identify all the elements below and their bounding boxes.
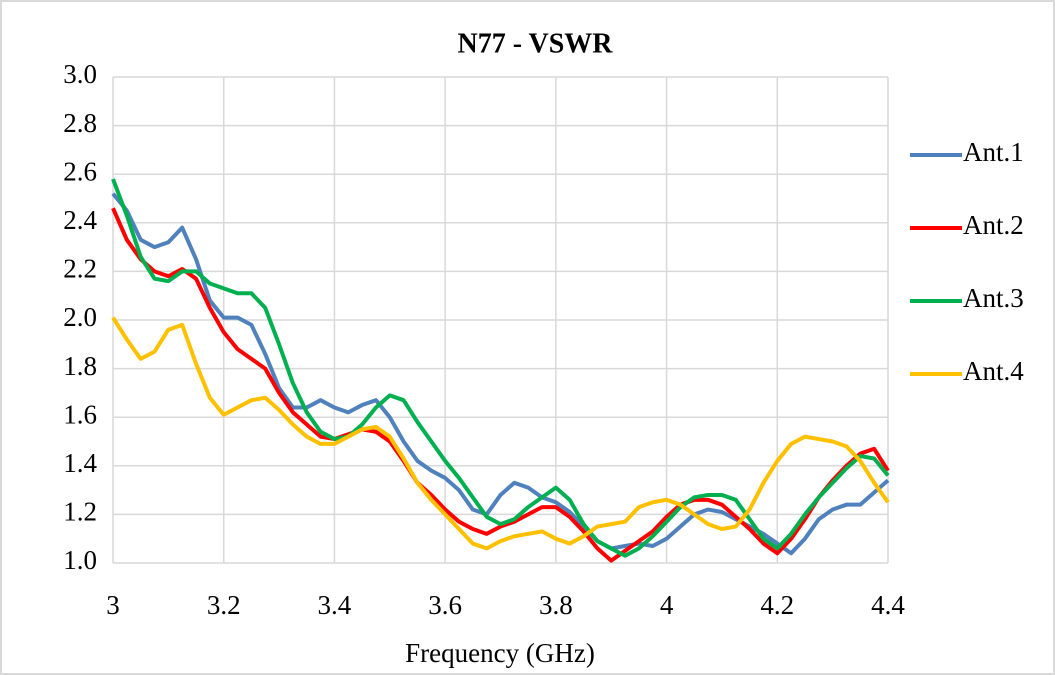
y-tick-label: 1.0 — [63, 545, 97, 575]
x-tick-label: 4.2 — [760, 590, 794, 620]
x-axis-label: Frequency (GHz) — [405, 638, 595, 668]
x-tick-label: 3.2 — [207, 590, 241, 620]
y-tick-label: 2.8 — [63, 108, 97, 138]
x-tick-label: 3.6 — [428, 590, 462, 620]
legend-label: Ant.1 — [963, 137, 1024, 167]
legend-label: Ant.4 — [963, 356, 1024, 386]
x-tick-label: 4 — [660, 590, 674, 620]
y-tick-label: 1.2 — [63, 497, 97, 527]
y-tick-label: 1.8 — [63, 351, 97, 381]
series-line — [111, 207, 890, 563]
y-tick-label: 2.2 — [63, 254, 97, 284]
y-tick-label: 2.4 — [63, 205, 97, 235]
y-tick-label: 2.0 — [63, 302, 97, 332]
legend-label: Ant.2 — [963, 210, 1024, 240]
y-tick-label: 2.6 — [63, 156, 97, 186]
x-tick-label: 3 — [106, 590, 120, 620]
series-line — [111, 316, 890, 551]
y-tick-label: 3.0 — [63, 59, 97, 89]
y-tick-label: 1.4 — [63, 448, 97, 478]
chart-title: N77 - VSWR — [457, 28, 613, 59]
x-tick-label: 3.8 — [539, 590, 573, 620]
x-tick-label: 4.4 — [871, 590, 905, 620]
legend-label: Ant.3 — [963, 283, 1024, 313]
y-tick-label: 1.6 — [63, 399, 97, 429]
x-tick-label: 3.4 — [318, 590, 352, 620]
series-line — [111, 178, 890, 558]
